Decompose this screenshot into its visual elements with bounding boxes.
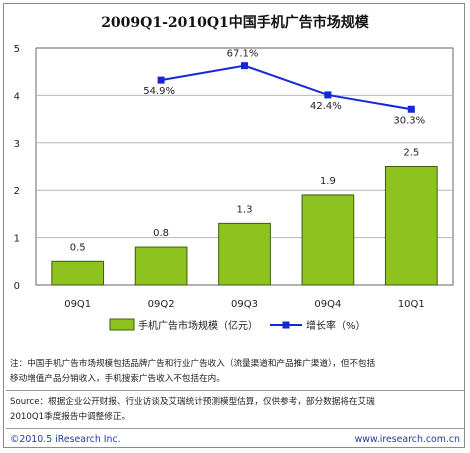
chart-title: 2009Q1-2010Q1中国手机广告市场规模 bbox=[101, 14, 370, 31]
divider bbox=[6, 390, 464, 391]
y-tick-label: 3 bbox=[14, 139, 20, 150]
x-tick-label: 09Q1 bbox=[64, 299, 91, 310]
bar-data-label: 2.5 bbox=[403, 148, 419, 159]
x-tick-label: 09Q3 bbox=[231, 299, 258, 310]
source-line-1: Source：根据企业公开财报、行业访谈及艾瑞统计预测模型估算，仅供参考，部分数… bbox=[10, 397, 375, 407]
legend-label-line: 增长率（%） bbox=[306, 319, 366, 332]
legend-swatch-bar bbox=[109, 318, 135, 331]
line-data-label: 42.4% bbox=[310, 101, 342, 112]
line-data-label: 30.3% bbox=[393, 115, 425, 126]
bar bbox=[384, 166, 438, 286]
bar-data-label: 1.9 bbox=[320, 176, 336, 187]
y-axis-ticks: 0 1 2 3 4 5 bbox=[14, 44, 20, 292]
y-tick-label: 1 bbox=[14, 234, 20, 245]
line-data-label: 67.1% bbox=[227, 49, 259, 60]
legend: 手机广告市场规模（亿元） 增长率（%） bbox=[109, 318, 366, 332]
line-data-label: 54.9% bbox=[143, 86, 175, 97]
x-tick-label: 10Q1 bbox=[398, 299, 425, 310]
x-tick-label: 09Q4 bbox=[314, 299, 341, 310]
legend-swatch-marker bbox=[282, 321, 290, 329]
bar bbox=[51, 260, 105, 286]
y-tick-label: 0 bbox=[14, 281, 20, 292]
line-point bbox=[241, 62, 248, 70]
line-series: 54.9% 67.1% 42.4% 30.3% bbox=[143, 49, 425, 127]
bar bbox=[218, 222, 271, 286]
growth-line bbox=[160, 64, 412, 111]
bar bbox=[134, 246, 188, 286]
line-point bbox=[324, 91, 332, 99]
x-axis-ticks: 09Q1 09Q2 09Q3 09Q4 10Q1 bbox=[64, 299, 425, 310]
source-line-2: 2010Q1季度报告中调整修正。 bbox=[10, 412, 131, 422]
legend-label-bar: 手机广告市场规模（亿元） bbox=[138, 319, 258, 332]
grid bbox=[36, 94, 453, 239]
copyright-text: ©2010.5 iResearch Inc. bbox=[10, 434, 121, 445]
line-point bbox=[157, 76, 165, 84]
divider bbox=[6, 428, 464, 429]
y-tick-label: 5 bbox=[14, 44, 20, 55]
y-tick-label: 2 bbox=[14, 186, 20, 197]
y-tick-label: 4 bbox=[14, 91, 20, 102]
bar-series bbox=[51, 166, 438, 286]
bar-labels: 0.5 0.8 1.3 1.9 2.5 bbox=[70, 148, 420, 254]
x-tick-label: 09Q2 bbox=[148, 299, 175, 310]
bar-data-label: 0.5 bbox=[70, 242, 86, 253]
bar-data-label: 0.8 bbox=[153, 228, 169, 239]
bar bbox=[301, 194, 355, 286]
note-line-1: 注：中国手机广告市场规模包括品牌广告和行业广告收入（流量渠道和产品推广渠道），但… bbox=[10, 359, 376, 369]
website-link[interactable]: www.iresearch.com.cn bbox=[354, 434, 460, 445]
line-point bbox=[407, 105, 415, 113]
note-line-2: 移动增值产品分销收入，手机搜索广告收入不包括在内。 bbox=[10, 374, 225, 384]
bar-data-label: 1.3 bbox=[237, 204, 253, 215]
